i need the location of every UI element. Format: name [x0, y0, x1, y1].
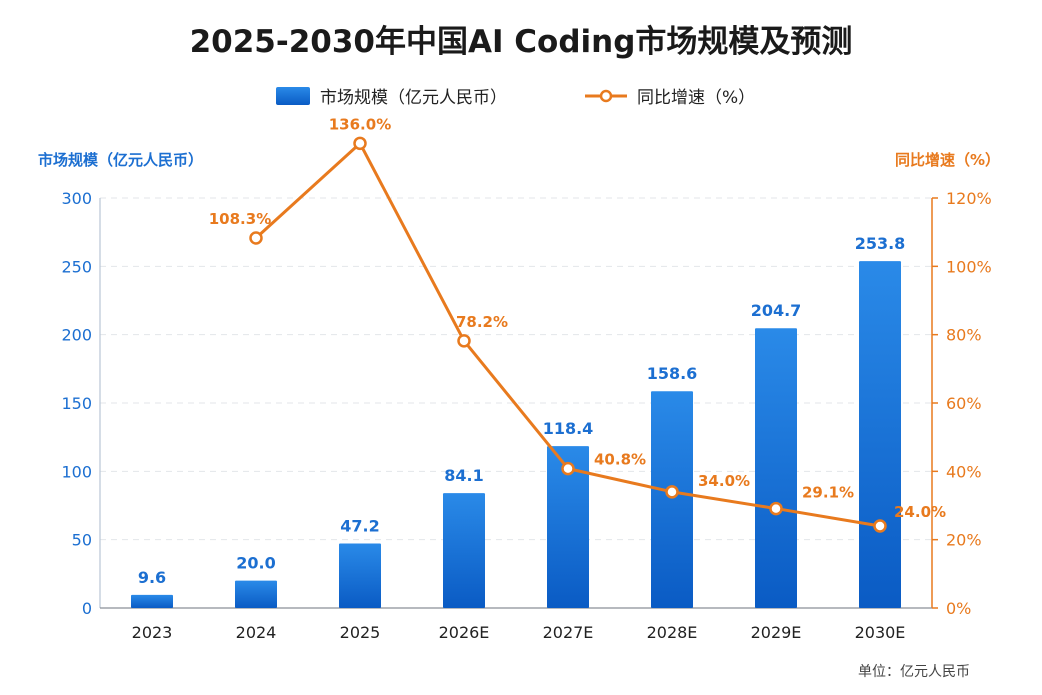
bar-value-label: 47.2 — [340, 516, 379, 535]
left-tick-label: 150 — [61, 394, 92, 413]
growth-value-label: 24.0% — [894, 503, 946, 521]
legend-line-label: 同比增速（%） — [637, 88, 755, 108]
bar-2027E — [547, 446, 589, 608]
bar-2024 — [235, 580, 277, 608]
bar-value-label: 253.8 — [855, 234, 906, 253]
category-label: 2023 — [132, 623, 173, 642]
growth-value-label: 40.8% — [594, 451, 646, 469]
category-label: 2025 — [340, 623, 381, 642]
chart-title: 2025-2030年中国AI Coding市场规模及预测 — [190, 24, 853, 60]
bar-value-label: 118.4 — [543, 419, 594, 438]
category-labels: 2023 2024 2025 2026E 2027E 2028E 2029E 2030E — [132, 623, 906, 642]
category-label: 2028E — [647, 623, 698, 642]
bar-2025 — [339, 543, 381, 608]
right-tick-label: 100% — [946, 257, 992, 276]
legend-bar-swatch — [276, 87, 310, 105]
legend-bar-label: 市场规模（亿元人民币） — [320, 88, 507, 108]
legend-line-marker — [599, 89, 613, 103]
right-tick-label: 80% — [946, 326, 982, 345]
right-tick-label: 20% — [946, 531, 982, 550]
growth-value-label: 136.0% — [329, 115, 391, 133]
growth-point — [353, 136, 367, 151]
growth-point — [249, 231, 263, 245]
right-tick-label: 0% — [946, 599, 971, 618]
right-tick-label: 60% — [946, 394, 982, 413]
bar-2026E — [443, 493, 485, 608]
bar-value-label: 158.6 — [647, 364, 698, 383]
growth-point — [561, 461, 575, 476]
growth-labels: 108.3% 136.0% 78.2% 40.8% 34.0% 29.1% 24.0% — [209, 115, 946, 521]
bar-2030E — [859, 261, 901, 608]
bar-value-label: 84.1 — [444, 466, 483, 485]
bar-labels: 9.6 20.0 47.2 84.1 118.4 158.6 204.7 253.8 — [138, 234, 905, 587]
right-axis-ticks: 0% 20% 40% 60% 80% 100% 120% — [932, 189, 992, 618]
unit-note: 单位：亿元人民币 — [858, 664, 970, 680]
left-axis-title: 市场规模（亿元人民币） — [38, 151, 203, 169]
left-tick-label: 50 — [72, 531, 92, 550]
bars — [131, 261, 901, 608]
growth-line — [249, 136, 887, 533]
bar-2023 — [131, 594, 173, 608]
growth-point — [873, 519, 887, 533]
growth-value-label: 29.1% — [802, 484, 854, 502]
bar-value-label: 20.0 — [236, 554, 275, 573]
left-tick-label: 250 — [61, 257, 92, 276]
right-tick-label: 40% — [946, 462, 982, 481]
category-label: 2026E — [439, 623, 490, 642]
bar-value-label: 204.7 — [751, 301, 802, 320]
right-axis-title: 同比增速（%） — [895, 151, 1000, 169]
growth-point — [665, 485, 679, 499]
left-tick-label: 100 — [61, 462, 92, 481]
category-label: 2030E — [855, 623, 906, 642]
left-axis-ticks: 0 50 100 150 200 250 300 — [61, 189, 92, 618]
category-label: 2027E — [543, 623, 594, 642]
growth-point — [457, 334, 471, 348]
bar-value-label: 9.6 — [138, 568, 166, 587]
category-label: 2029E — [751, 623, 802, 642]
left-tick-label: 300 — [61, 189, 92, 208]
growth-point — [769, 501, 783, 516]
bar-2029E — [755, 328, 797, 608]
growth-value-label: 78.2% — [456, 313, 508, 331]
bar-2028E — [651, 391, 693, 608]
growth-value-label: 34.0% — [698, 472, 750, 490]
growth-value-label: 108.3% — [209, 210, 271, 228]
left-tick-label: 0 — [82, 599, 92, 618]
right-tick-label: 120% — [946, 189, 992, 208]
category-label: 2024 — [236, 623, 277, 642]
left-tick-label: 200 — [61, 326, 92, 345]
legend: 市场规模（亿元人民币） 同比增速（%） — [276, 87, 755, 108]
